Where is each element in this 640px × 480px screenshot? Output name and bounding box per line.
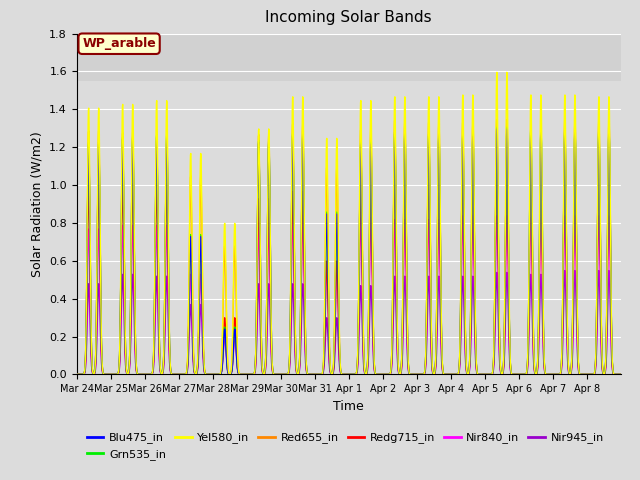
Legend: Blu475_in, Grn535_in, Yel580_in, Red655_in, Redg715_in, Nir840_in, Nir945_in: Blu475_in, Grn535_in, Yel580_in, Red655_… (83, 428, 608, 464)
Bar (77, 34, 621, 81)
Y-axis label: Solar Radiation (W/m2): Solar Radiation (W/m2) (31, 131, 44, 277)
Title: Incoming Solar Bands: Incoming Solar Bands (266, 11, 432, 25)
X-axis label: Time: Time (333, 400, 364, 413)
Text: WP_arable: WP_arable (82, 37, 156, 50)
